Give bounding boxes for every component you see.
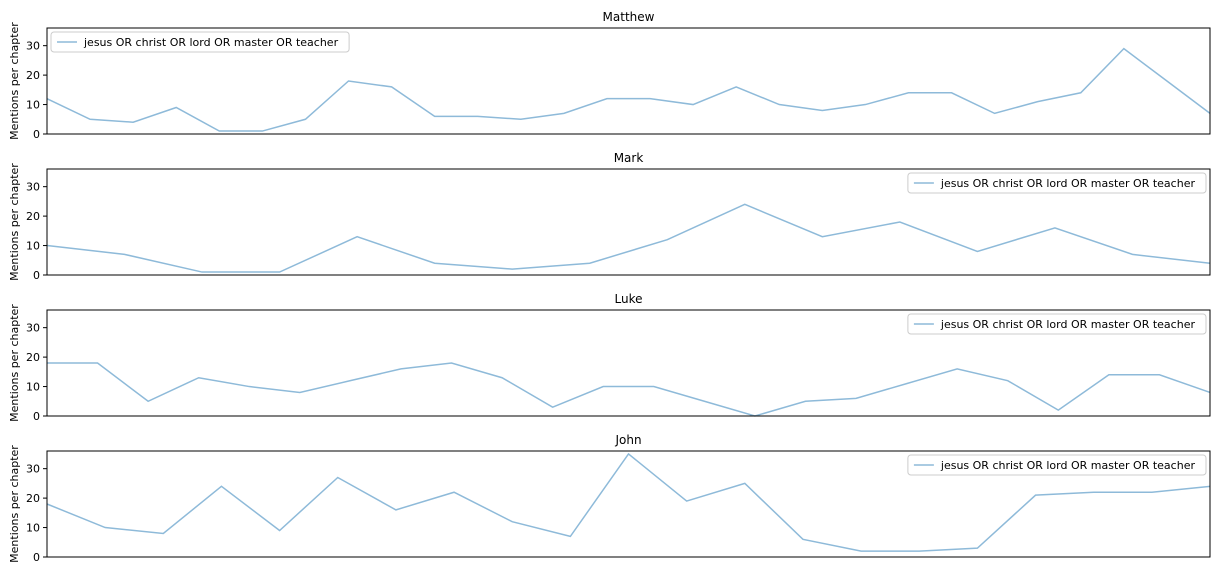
y-tick-label: 10 xyxy=(26,240,40,253)
y-tick-label: 20 xyxy=(26,492,40,505)
y-tick-label: 10 xyxy=(26,522,40,535)
legend-box xyxy=(50,31,350,53)
y-tick-label: 20 xyxy=(26,210,40,223)
data-line xyxy=(47,362,1211,417)
legend: jesus OR christ OR lord OR master OR tea… xyxy=(907,172,1207,194)
legend-label: jesus OR christ OR lord OR master OR tea… xyxy=(83,36,339,49)
data-line xyxy=(46,203,1211,273)
y-tick-label: 20 xyxy=(26,69,40,82)
legend-box xyxy=(907,172,1207,194)
axes-frame xyxy=(46,168,1211,276)
chart-title: Matthew xyxy=(603,10,655,24)
y-tick-label: 0 xyxy=(33,269,40,282)
legend: jesus OR christ OR lord OR master OR tea… xyxy=(907,313,1207,335)
legend: jesus OR christ OR lord OR master OR tea… xyxy=(907,454,1207,476)
y-tick-label: 20 xyxy=(26,351,40,364)
y-tick-label: 30 xyxy=(26,322,40,335)
legend: jesus OR christ OR lord OR master OR tea… xyxy=(50,31,350,53)
y-tick-label: 10 xyxy=(26,99,40,112)
axes-frame xyxy=(46,309,1211,417)
data-line xyxy=(46,452,1211,552)
axes-frame xyxy=(46,450,1211,558)
y-tick-label: 30 xyxy=(26,181,40,194)
y-axis-label: Mentions per chapter xyxy=(8,22,21,140)
legend-box xyxy=(907,454,1207,476)
y-tick-label: 0 xyxy=(33,128,40,141)
y-tick-label: 30 xyxy=(26,40,40,53)
y-tick-label: 30 xyxy=(26,463,40,476)
legend-label: jesus OR christ OR lord OR master OR tea… xyxy=(940,318,1196,331)
legend-label: jesus OR christ OR lord OR master OR tea… xyxy=(940,459,1196,472)
y-tick-label: 0 xyxy=(33,551,40,564)
y-axis-label: Mentions per chapter xyxy=(8,304,21,422)
y-tick-label: 10 xyxy=(26,381,40,394)
chart-title: Luke xyxy=(615,292,643,306)
legend-label: jesus OR christ OR lord OR master OR tea… xyxy=(940,177,1196,190)
chart-title: John xyxy=(614,433,641,447)
y-axis-label: Mentions per chapter xyxy=(8,445,21,563)
legend-box xyxy=(907,313,1207,335)
y-axis-label: Mentions per chapter xyxy=(8,163,21,281)
data-line xyxy=(46,47,1211,132)
chart-title: Mark xyxy=(614,151,644,165)
y-tick-label: 0 xyxy=(33,410,40,423)
axes-frame xyxy=(46,27,1211,135)
